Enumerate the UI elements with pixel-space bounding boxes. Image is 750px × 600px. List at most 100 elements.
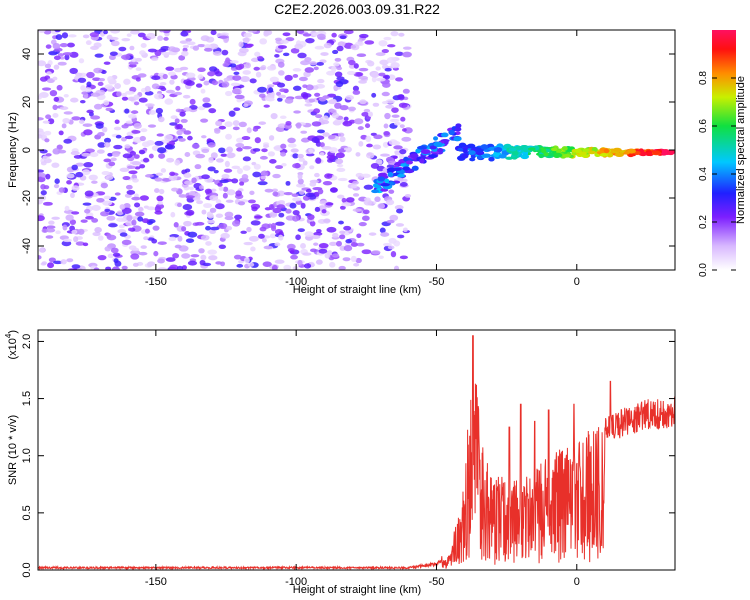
heatmap-noise-blob — [329, 98, 337, 104]
heatmap-noise-blob — [336, 240, 342, 247]
heatmap-noise-blob — [103, 158, 112, 163]
heatmap-noise-blob — [298, 76, 308, 82]
heatmap-noise-blob — [151, 83, 160, 90]
heatmap-tone-blob — [606, 153, 614, 158]
heatmap-noise-blob — [252, 127, 259, 132]
heatmap-noise-blob — [185, 80, 195, 86]
heatmap-signal-blob — [417, 145, 427, 150]
heatmap-noise-blob — [228, 110, 236, 117]
heatmap-noise-blob — [338, 220, 344, 225]
heatmap-noise-blob — [275, 165, 283, 170]
heatmap-noise-blob — [127, 227, 133, 232]
heatmap-noise-blob — [242, 156, 252, 162]
colorbar-label: Normalized spectral amplitude — [735, 76, 747, 224]
heatmap-noise-blob — [309, 220, 316, 227]
heatmap-noise-blob — [323, 42, 332, 49]
heatmap-noise-blob — [105, 175, 114, 181]
heatmap-noise-blob — [82, 242, 89, 247]
heatmap-noise-blob — [296, 183, 306, 188]
heatmap-noise-blob — [271, 222, 277, 230]
heatmap-noise-blob — [372, 144, 382, 150]
heatmap-tone-blob — [667, 149, 675, 156]
heatmap-noise-blob — [253, 163, 261, 170]
heatmap-noise-blob — [274, 53, 280, 58]
heatmap-noise-blob — [388, 139, 398, 146]
heatmap-noise-blob — [258, 121, 267, 125]
heatmap-noise-blob — [94, 226, 102, 233]
heatmap-noise-blob — [350, 255, 357, 263]
heatmap-noise-blob — [62, 224, 68, 231]
heatmap-noise-blob — [201, 148, 210, 154]
heatmap-noise-blob — [231, 165, 241, 170]
heatmap-noise-blob — [326, 154, 336, 160]
heatmap-tone-blob — [599, 153, 609, 157]
heatmap-noise-blob — [352, 85, 360, 92]
heatmap-noise-blob — [352, 180, 359, 185]
snr-y-tick-label: 1.5 — [21, 391, 33, 406]
heatmap-noise-blob — [249, 190, 255, 196]
heatmap-noise-blob — [269, 76, 279, 83]
heatmap-noise-blob — [352, 90, 361, 95]
heatmap-noise-blob — [241, 174, 249, 180]
heatmap-noise-blob — [402, 46, 412, 50]
heatmap-signal-blob — [405, 160, 414, 165]
heatmap-noise-blob — [221, 49, 229, 56]
heatmap-noise-blob — [159, 81, 167, 86]
heatmap-noise-blob — [109, 51, 118, 56]
heatmap-noise-blob — [326, 226, 337, 233]
heatmap-noise-blob — [200, 88, 206, 94]
heatmap-noise-blob — [201, 174, 210, 180]
heatmap-noise-blob — [176, 129, 183, 136]
heatmap-noise-blob — [305, 188, 312, 193]
heatmap-tone-blob — [520, 154, 529, 160]
heatmap-noise-blob — [246, 226, 252, 233]
heatmap-noise-blob — [44, 130, 52, 136]
heatmap-noise-blob — [389, 118, 400, 123]
heatmap-noise-blob — [43, 30, 52, 35]
heatmap-noise-blob — [85, 216, 94, 220]
heatmap-noise-blob — [357, 176, 364, 180]
heatmap-noise-blob — [195, 83, 203, 88]
heatmap-noise-blob — [118, 224, 125, 229]
heatmap-noise-blob — [47, 262, 55, 269]
heatmap-noise-blob — [71, 164, 78, 171]
heatmap-noise-blob — [226, 146, 234, 153]
heatmap-noise-blob — [402, 227, 408, 232]
heatmap-noise-blob — [395, 223, 405, 227]
heatmap-noise-blob — [183, 130, 192, 135]
heatmap-noise-blob — [81, 152, 91, 157]
heatmap-noise-blob — [172, 253, 180, 259]
colorbar-tick-label: 0.2 — [698, 215, 709, 229]
heatmap-tone-blob — [587, 150, 596, 155]
heatmap-noise-blob — [207, 142, 216, 148]
heatmap-noise-blob — [380, 153, 390, 157]
heatmap-noise-blob — [394, 51, 404, 56]
heatmap-noise-blob — [180, 30, 189, 37]
heatmap-noise-blob — [337, 132, 345, 137]
heatmap-noise-blob — [53, 96, 60, 102]
heatmap-noise-blob — [236, 263, 244, 268]
heatmap-noise-blob — [355, 152, 361, 157]
heatmap-noise-blob — [89, 152, 99, 158]
heatmap-noise-blob — [184, 168, 191, 173]
heatmap-x-tick-label: -150 — [145, 276, 167, 288]
heatmap-noise-blob — [93, 103, 103, 110]
heatmap-noise-blob — [68, 34, 77, 38]
heatmap-noise-blob — [198, 248, 205, 254]
heatmap-y-tick-label: 20 — [21, 96, 33, 108]
heatmap-noise-blob — [181, 226, 187, 232]
heatmap-noise-blob — [208, 66, 218, 72]
heatmap-noise-blob — [336, 45, 344, 52]
heatmap-noise-blob — [78, 119, 85, 124]
heatmap-noise-blob — [190, 254, 200, 258]
heatmap-noise-blob — [106, 215, 116, 221]
heatmap-noise-blob — [258, 93, 266, 98]
heatmap-noise-blob — [70, 97, 79, 103]
heatmap-noise-blob — [242, 70, 251, 75]
heatmap-noise-blob — [227, 152, 236, 158]
heatmap-noise-blob — [133, 94, 140, 100]
heatmap-noise-blob — [235, 190, 242, 197]
heatmap-noise-blob — [126, 131, 134, 137]
heatmap-tone-blob — [468, 150, 476, 156]
heatmap-noise-blob — [151, 75, 161, 81]
